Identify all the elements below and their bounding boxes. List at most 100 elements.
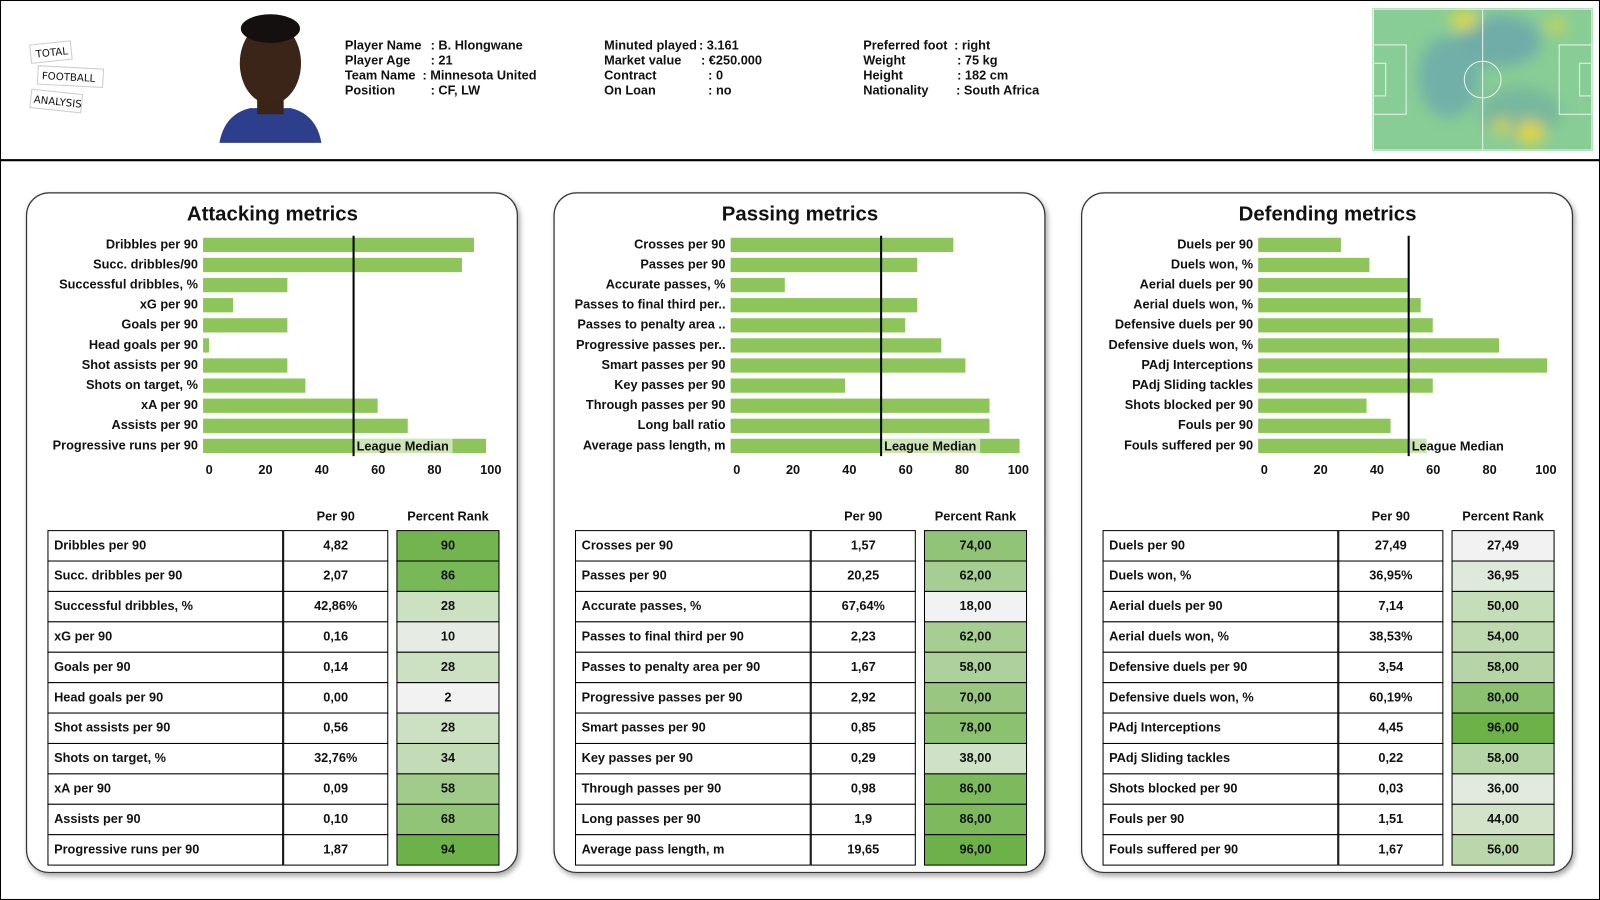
x-tick-label: 20 — [786, 462, 800, 477]
percent-rank: 58,00 — [1487, 750, 1519, 765]
per90-value: 1,57 — [851, 537, 876, 552]
info-value: : CF, LW — [431, 83, 482, 98]
column-header: Per 90 — [1372, 509, 1410, 524]
median-label: League Median — [1412, 438, 1504, 453]
percent-rank: 96,00 — [1487, 720, 1519, 735]
x-tick-label: 0 — [206, 462, 213, 477]
bar-label: Succ. dribbles/90 — [93, 256, 198, 271]
percent-rank: 28 — [441, 598, 455, 613]
metric-name: Fouls per 90 — [1109, 811, 1184, 826]
table-cell — [1102, 712, 1339, 744]
info-label: Contract — [604, 67, 657, 82]
x-tick-label: 100 — [1008, 462, 1029, 477]
metric-name: Accurate passes, % — [582, 598, 702, 613]
table-cell — [283, 834, 389, 866]
bar — [730, 257, 918, 273]
x-tick-label: 80 — [955, 462, 969, 477]
per90-value: 60,19% — [1369, 689, 1412, 704]
percent-rank: 74,00 — [960, 537, 992, 552]
rank-cell — [923, 834, 1028, 866]
table-cell — [810, 530, 916, 562]
info-value: : South Africa — [956, 83, 1040, 98]
per90-value: 38,53% — [1369, 629, 1412, 644]
bar — [730, 237, 954, 253]
table-cell — [1102, 773, 1339, 805]
bar — [1258, 237, 1341, 253]
per90-value: 0,14 — [323, 659, 349, 674]
percent-rank: 80,00 — [1487, 689, 1519, 704]
percent-rank: 10 — [441, 629, 455, 644]
info-label: Height — [863, 67, 903, 82]
x-tick-label: 100 — [1535, 462, 1556, 477]
percent-rank: 34 — [441, 750, 456, 765]
bar-label: Successful dribbles, % — [59, 276, 198, 291]
percent-rank: 54,00 — [1487, 629, 1519, 644]
metric-name: Crosses per 90 — [582, 537, 673, 552]
percent-rank: 44,00 — [1487, 811, 1519, 826]
per90-value: 3,54 — [1378, 659, 1404, 674]
table-cell — [575, 560, 811, 592]
metric-name: Shots blocked per 90 — [1109, 781, 1237, 796]
table-cell — [1338, 682, 1444, 714]
x-tick-label: 0 — [1261, 462, 1268, 477]
table-cell — [1102, 530, 1339, 562]
percent-rank: 58,00 — [960, 659, 992, 674]
metric-name: Aerial duels per 90 — [1109, 598, 1222, 613]
x-tick-label: 80 — [1482, 462, 1496, 477]
table-cell — [47, 651, 284, 684]
bar-label: Crosses per 90 — [634, 236, 725, 251]
per90-value: 0,85 — [851, 720, 876, 735]
bar-label: Aerial duels per 90 — [1140, 276, 1253, 291]
bar-label: Passes per 90 — [640, 256, 725, 271]
table-cell — [1338, 742, 1444, 775]
rank-cell — [1451, 712, 1555, 744]
metric-name: Fouls suffered per 90 — [1109, 841, 1238, 856]
shirt — [219, 108, 322, 143]
column-header: Per 90 — [844, 509, 882, 524]
bar — [203, 298, 234, 313]
bar-label: Defensive duels per 90 — [1115, 317, 1253, 332]
metric-name: Goals per 90 — [54, 659, 131, 674]
metric-name: Long passes per 90 — [582, 811, 701, 826]
per90-value: 4,82 — [323, 537, 348, 552]
table-cell — [283, 803, 389, 836]
bar — [1258, 438, 1427, 454]
percent-rank: 27,49 — [1487, 537, 1519, 552]
table-cell — [47, 742, 284, 775]
player-photo — [219, 14, 322, 143]
info-label: On Loan — [604, 83, 656, 98]
heat-spot — [1450, 10, 1479, 31]
table-cell — [810, 651, 916, 684]
info-label: Nationality — [863, 83, 929, 98]
heat-spot — [1545, 17, 1567, 34]
per90-value: 36,95% — [1369, 568, 1412, 583]
info-value: : €250.000 — [701, 52, 762, 67]
percent-rank: 58 — [441, 781, 455, 796]
x-tick-label: 60 — [899, 462, 913, 477]
metric-name: Dribbles per 90 — [54, 537, 146, 552]
table-cell — [283, 530, 389, 562]
info-value: : 0 — [708, 67, 723, 82]
logo-box — [29, 88, 84, 114]
bar-label: Duels per 90 — [1177, 236, 1253, 251]
bar-label: Duels won, % — [1171, 256, 1253, 271]
info-label: Team Name — [345, 67, 416, 82]
logo-box — [29, 40, 73, 64]
x-tick-label: 40 — [315, 462, 329, 477]
bar — [730, 378, 845, 393]
table-cell — [47, 834, 284, 866]
table-cell — [810, 834, 916, 866]
metric-name: Passes to final third per 90 — [582, 629, 744, 644]
per90-value: 1,87 — [323, 841, 348, 856]
table-cell — [1102, 651, 1339, 684]
info-label: Market value — [604, 52, 681, 67]
logo-box — [36, 65, 105, 89]
bar-label: Shot assists per 90 — [82, 357, 198, 372]
metric-name: Passes to penalty area per 90 — [582, 659, 761, 674]
info-label: Player Age — [345, 52, 410, 67]
head — [239, 22, 302, 105]
bar-label: Long ball ratio — [638, 417, 726, 432]
rank-cell — [923, 682, 1028, 714]
table-cell — [283, 773, 389, 805]
